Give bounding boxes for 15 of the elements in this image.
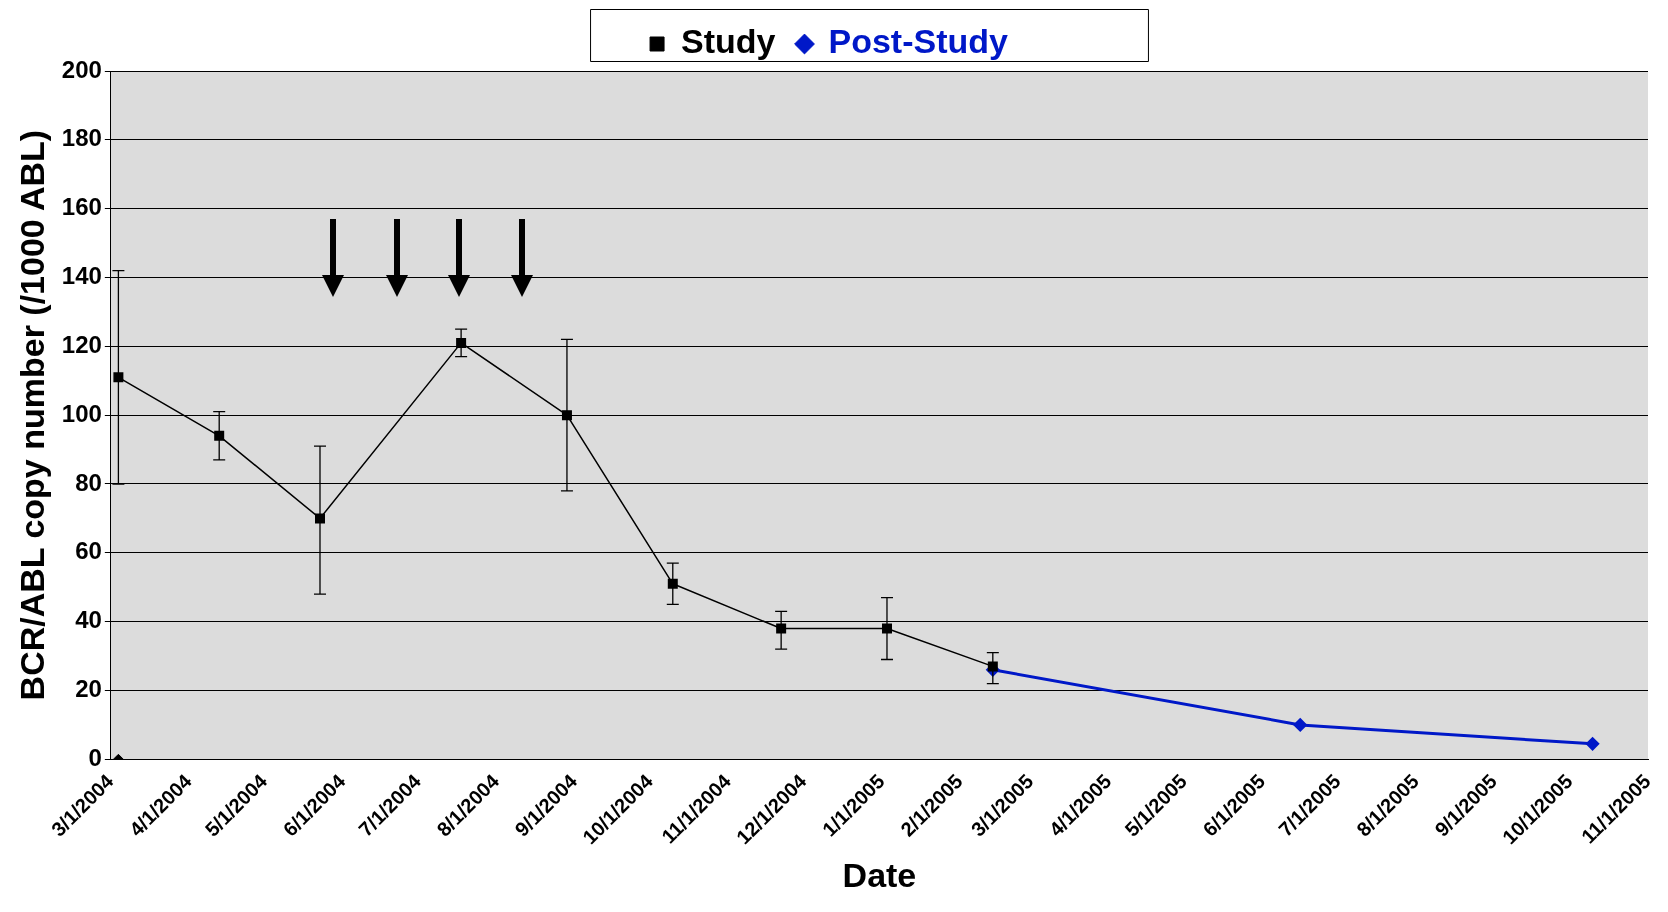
y-tick-label: 200 xyxy=(61,55,102,83)
y-tick-label: 20 xyxy=(75,675,102,703)
y-tick-label: 40 xyxy=(75,606,102,634)
legend-label: Study xyxy=(681,22,776,61)
y-tick-label: 60 xyxy=(75,537,102,565)
y-tick-label: 180 xyxy=(61,124,102,152)
y-tick-label: 100 xyxy=(61,399,102,427)
legend-label: Post-Study xyxy=(828,22,1009,61)
y-tick-label: 0 xyxy=(88,743,102,771)
y-tick-label: 120 xyxy=(61,330,102,358)
y-tick-label: 140 xyxy=(61,262,102,290)
y-axis-title: BCR/ABL copy number (/1000 ABL) xyxy=(12,129,51,701)
y-tick-label: 160 xyxy=(61,193,102,221)
y-tick-label: 80 xyxy=(75,468,102,496)
x-axis-title: Date xyxy=(842,855,917,894)
